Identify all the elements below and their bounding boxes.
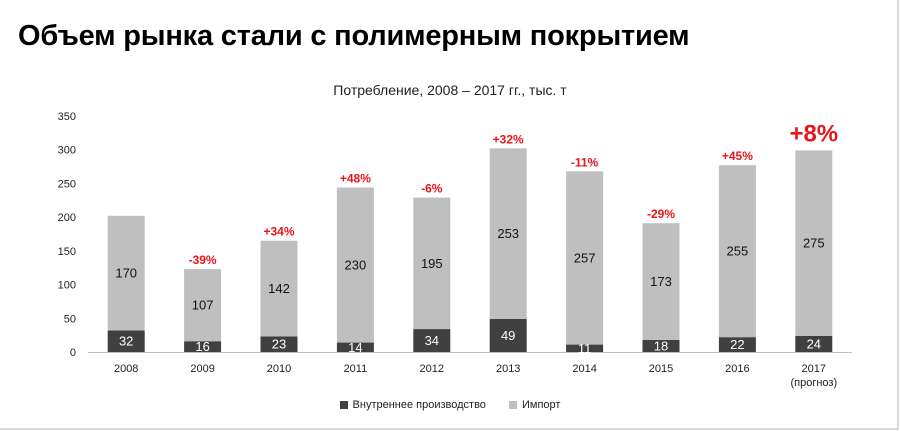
y-tick-label: 350 <box>58 111 76 123</box>
y-tick-label: 200 <box>58 212 76 224</box>
growth-label: -29% <box>647 207 675 221</box>
growth-label: +34% <box>263 225 294 239</box>
legend-swatch-import <box>509 401 517 409</box>
bar-import <box>184 269 222 342</box>
data-label-import: 253 <box>497 226 519 241</box>
data-label-import: 257 <box>574 250 596 265</box>
bar-import <box>718 165 756 338</box>
x-tick-sublabel: (прогноз) <box>790 377 837 389</box>
growth-label: -39% <box>189 253 217 267</box>
bar-domestic <box>718 337 756 352</box>
y-tick-label: 300 <box>58 145 76 157</box>
legend-item-import: Импорт <box>509 399 560 411</box>
legend-label-import: Импорт <box>522 399 561 411</box>
bar-import <box>795 150 833 336</box>
data-label-import: 275 <box>803 236 825 251</box>
y-tick-label: 0 <box>70 347 76 359</box>
data-label-import: 195 <box>421 256 443 271</box>
bar-domestic <box>642 339 680 352</box>
data-label-domestic: 11 <box>578 341 592 356</box>
x-tick-label: 2009 <box>190 363 214 375</box>
bar-domestic <box>336 342 374 352</box>
data-label-import: 142 <box>268 281 290 296</box>
data-label-domestic: 18 <box>654 338 668 353</box>
legend-label-domestic: Внутреннее производство <box>352 399 486 411</box>
x-tick-label: 2011 <box>344 363 368 375</box>
growth-label: +48% <box>340 171 371 185</box>
data-label-domestic: 22 <box>730 337 744 352</box>
bar-import <box>413 197 451 330</box>
data-label-domestic: 23 <box>272 337 286 352</box>
bar-domestic <box>260 336 298 352</box>
y-tick-label: 150 <box>58 246 76 258</box>
data-label-domestic: 34 <box>425 333 439 348</box>
x-tick-label: 2017 <box>802 363 826 375</box>
growth-label: -11% <box>571 155 599 169</box>
growth-label: +32% <box>493 132 524 146</box>
bar-domestic <box>566 344 604 352</box>
bar-domestic <box>795 335 833 352</box>
bar-import <box>489 148 527 319</box>
legend-item-domestic: Внутреннее производство <box>339 399 486 411</box>
x-tick-label: 2014 <box>572 363 596 375</box>
bar-domestic <box>184 341 222 352</box>
page-title: Объем рынка стали с полимерным покрытием <box>18 20 690 52</box>
chart-title: Потребление, 2008 – 2017 гг., тыс. т <box>333 82 567 98</box>
y-tick-label: 250 <box>58 178 76 190</box>
data-label-import: 230 <box>345 258 367 273</box>
data-label-import: 107 <box>192 298 214 313</box>
growth-label: +45% <box>722 149 753 163</box>
data-label-import: 170 <box>115 266 137 281</box>
y-tick-label: 100 <box>58 280 76 292</box>
bar-domestic <box>489 318 527 352</box>
chart-legend: Внутреннее производство Импорт <box>0 399 900 412</box>
data-label-domestic: 16 <box>195 339 209 354</box>
x-tick-label: 2012 <box>420 363 444 375</box>
y-tick-label: 50 <box>64 313 76 325</box>
growth-label: +8% <box>789 120 838 147</box>
bar-domestic <box>107 330 145 352</box>
x-tick-label: 2013 <box>496 363 520 375</box>
x-tick-label: 2008 <box>114 363 138 375</box>
data-label-domestic: 32 <box>119 334 133 349</box>
bar-import <box>336 187 374 343</box>
x-tick-label: 2010 <box>267 363 291 375</box>
data-label-import: 255 <box>727 244 749 259</box>
bar-import <box>642 223 680 340</box>
x-tick-label: 2016 <box>725 363 749 375</box>
bar-domestic <box>413 329 451 352</box>
bar-import <box>260 240 298 337</box>
growth-label: -6% <box>421 182 443 196</box>
bar-import <box>566 171 604 345</box>
data-label-domestic: 14 <box>348 340 362 355</box>
data-label-domestic: 49 <box>501 328 515 343</box>
x-tick-label: 2015 <box>649 363 673 375</box>
bar-import <box>107 215 145 331</box>
data-label-import: 173 <box>650 274 672 289</box>
data-label-domestic: 24 <box>807 336 821 351</box>
legend-swatch-domestic <box>339 401 348 409</box>
